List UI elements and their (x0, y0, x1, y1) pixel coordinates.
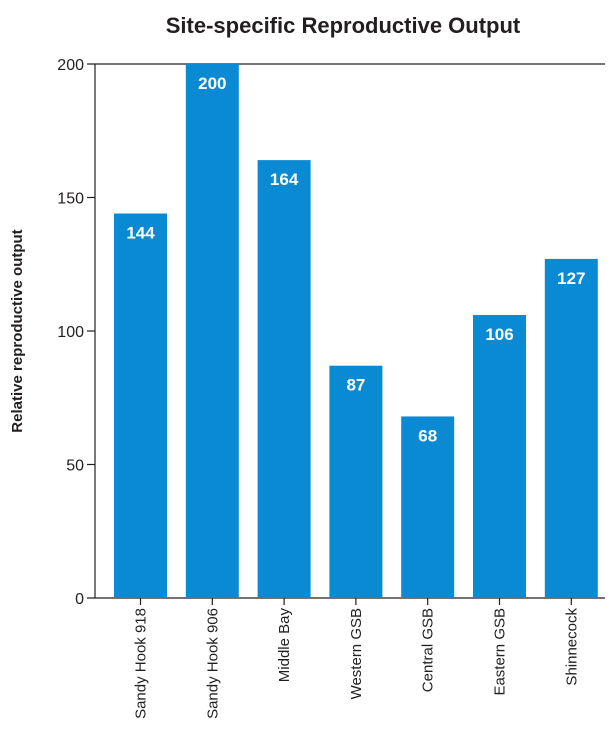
bar-value-label: 200 (198, 74, 226, 93)
x-category-label: Western GSB (348, 608, 365, 699)
category-labels: Sandy Hook 918 Sandy Hook 906 Middle Bay We… (133, 608, 581, 719)
x-category-label: Middle Bay (276, 608, 293, 683)
y-tick-label: 150 (57, 191, 84, 208)
y-axis-label: Relative reproductive output (9, 229, 26, 432)
y-tick-label: 100 (57, 324, 84, 341)
bar (544, 258, 598, 598)
y-tick-label: 50 (66, 458, 84, 475)
bar-value-label: 164 (270, 170, 299, 189)
x-category-label: Central GSB (420, 608, 437, 692)
y-axis: 0 50 100 150 200 (57, 57, 605, 608)
x-axis (87, 597, 605, 605)
x-category-label: Sandy Hook 918 (133, 608, 150, 719)
bar-value-label: 127 (557, 269, 585, 288)
bar (401, 416, 455, 598)
y-tick-label: 200 (57, 57, 84, 74)
bar-value-label: 106 (485, 325, 513, 344)
bar (185, 64, 239, 598)
bar-value-label: 68 (418, 426, 437, 445)
bar-value-label: 144 (126, 224, 155, 243)
x-category-label: Sandy Hook 906 (204, 608, 221, 719)
data-labels: 144 200 164 87 68 106 127 (126, 74, 585, 445)
y-tick-label: 0 (75, 591, 84, 608)
x-category-label: Shinnecock (563, 608, 580, 686)
bar-value-label: 87 (346, 376, 365, 395)
chart-title: Site-specific Reproductive Output (166, 13, 521, 38)
bar (473, 314, 526, 598)
x-category-label: Eastern GSB (492, 608, 509, 696)
bar (257, 160, 311, 598)
bars (114, 64, 598, 598)
bar (114, 213, 167, 598)
bar (329, 365, 383, 598)
